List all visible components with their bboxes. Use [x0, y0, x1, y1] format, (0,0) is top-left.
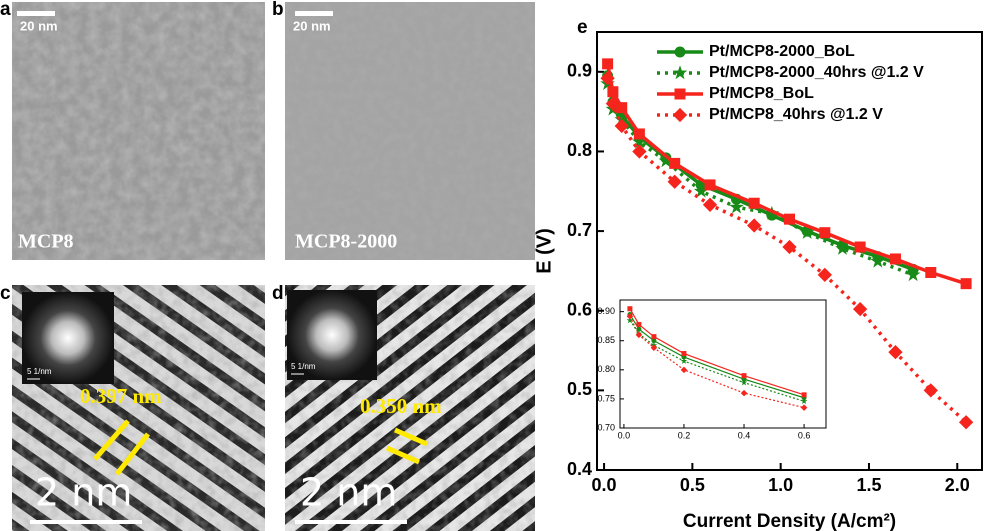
- y-tick-label: 0.4: [567, 459, 592, 479]
- legend-label: Pt/MCP8-2000_BoL: [709, 43, 855, 60]
- x-tick-label: 0.2: [678, 430, 691, 440]
- y-tick-label: 0.70: [597, 422, 615, 432]
- panel-label: e: [577, 17, 588, 38]
- scale-bar: [295, 11, 333, 16]
- scale-bar-label: 2 nm: [300, 471, 397, 515]
- marker: [749, 198, 760, 209]
- legend-marker: [675, 89, 686, 100]
- y-tick-label: 0.7: [567, 220, 592, 240]
- x-tick-label: 0.0: [618, 430, 631, 440]
- legend-marker: [675, 47, 686, 58]
- marker: [627, 306, 632, 311]
- marker: [925, 267, 936, 278]
- x-tick-label: 0.6: [798, 430, 811, 440]
- fft-scale-label: 5 1/nm: [27, 367, 52, 376]
- panel-label: a: [0, 0, 11, 20]
- figure: 20 nm MCP8 a 20 nm MCP8-2000 b 5 1/nm 0.…: [0, 0, 990, 531]
- y-tick-label: 0.5: [567, 379, 592, 399]
- tem-texture: [285, 2, 535, 260]
- marker: [669, 158, 680, 169]
- marker: [681, 351, 686, 356]
- legend-label: Pt/MCP8-2000_40hrs @1.2 V: [709, 64, 924, 81]
- x-tick-label: 2.0: [945, 475, 970, 495]
- image-caption: MCP8: [18, 231, 74, 253]
- x-axis-label: Current Density (A/cm²): [683, 511, 896, 531]
- marker: [855, 242, 866, 253]
- x-tick-label: 0.0: [592, 475, 617, 495]
- scale-bar: [295, 520, 407, 524]
- y-tick-label: 0.6: [567, 299, 592, 319]
- marker: [651, 334, 656, 339]
- scale-bar: [30, 520, 142, 524]
- scale-bar-label: 20 nm: [20, 18, 58, 33]
- spacing-label: 0.397 nm: [80, 384, 162, 408]
- marker: [961, 278, 972, 289]
- panel-label: d: [272, 283, 284, 304]
- scale-bar-label: 20 nm: [293, 18, 331, 33]
- x-tick-label: 0.5: [680, 475, 705, 495]
- legend-label: Pt/MCP8_BoL: [709, 85, 814, 102]
- marker: [636, 322, 641, 327]
- y-tick-label: 0.8: [567, 140, 592, 160]
- marker: [602, 58, 613, 69]
- y-tick-label: 0.9: [567, 61, 592, 81]
- scale-bar: [17, 11, 55, 16]
- panel-label: c: [0, 283, 11, 304]
- panel-label: b: [272, 0, 284, 20]
- marker: [784, 214, 795, 225]
- marker: [819, 227, 830, 238]
- spacing-label: 0.350 nm: [360, 394, 442, 418]
- image-caption: MCP8-2000: [295, 231, 397, 253]
- y-axis-label: E (V): [533, 228, 555, 274]
- marker: [705, 179, 716, 190]
- plot-frame: [620, 300, 826, 428]
- y-tick-label: 0.75: [597, 393, 615, 403]
- tem-texture: [12, 2, 265, 260]
- y-tick-label: 0.85: [597, 335, 615, 345]
- legend-label: Pt/MCP8_40hrs @1.2 V: [709, 106, 883, 123]
- marker: [890, 253, 901, 264]
- marker: [742, 373, 747, 378]
- fft-scale-label: 5 1/nm: [291, 362, 316, 371]
- x-tick-label: 1.0: [768, 475, 793, 495]
- marker: [802, 392, 807, 397]
- x-tick-label: 0.4: [738, 430, 751, 440]
- y-tick-label: 0.90: [597, 306, 615, 316]
- scale-bar-label: 2 nm: [35, 471, 132, 515]
- marker: [634, 128, 645, 139]
- x-tick-label: 1.5: [856, 475, 881, 495]
- y-tick-label: 0.80: [597, 364, 615, 374]
